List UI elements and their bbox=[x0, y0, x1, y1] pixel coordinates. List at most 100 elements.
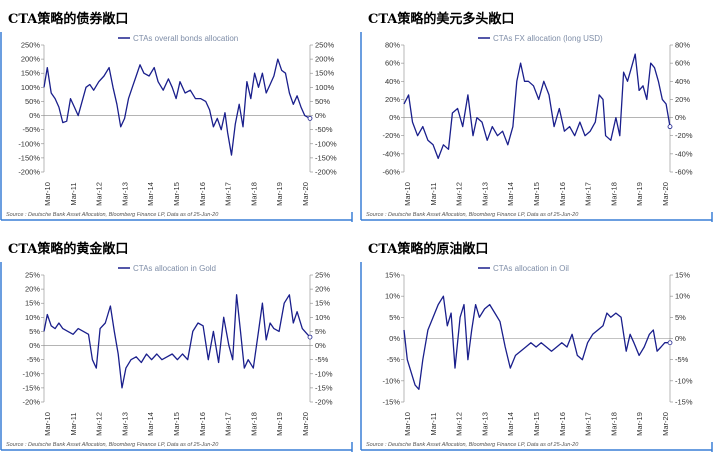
panel-title: CTA策略的原油敞口 bbox=[368, 242, 489, 257]
series-end-marker bbox=[307, 334, 313, 340]
y-tick-label-left: 60% bbox=[385, 59, 400, 68]
x-tick-label: Mar-16 bbox=[558, 182, 567, 206]
gold-panel: CTA策略的黄金敞口 CTAs allocation in Gold 25% 25%… bbox=[0, 230, 360, 461]
y-tick-label-left: 250% bbox=[21, 41, 41, 50]
x-tick-label: Mar-18 bbox=[609, 412, 618, 436]
x-tick-label: Mar-17 bbox=[584, 182, 593, 206]
y-tick-label-left: -50% bbox=[22, 125, 40, 134]
y-tick-label-right: -10% bbox=[315, 369, 333, 378]
panel-title: CTA策略的黄金敞口 bbox=[8, 242, 129, 257]
usd-panel: CTA策略的美元多头敞口 CTAs FX allocation (long US… bbox=[360, 0, 720, 230]
gold-chart: CTAs allocation in Gold 25% 25% 20% 20% 15% 15… bbox=[0, 262, 353, 452]
x-tick-label: Mar-20 bbox=[301, 182, 310, 206]
x-tick-label: Mar-18 bbox=[249, 412, 258, 436]
y-tick-label-left: -5% bbox=[27, 355, 41, 364]
y-tick-label-right: 150% bbox=[315, 69, 335, 78]
series-line bbox=[43, 58, 311, 156]
x-tick-label: Mar-10 bbox=[403, 182, 412, 206]
x-tick-label: Mar-12 bbox=[95, 412, 104, 436]
x-tick-label: Mar-19 bbox=[635, 412, 644, 436]
y-tick-label-right: -10% bbox=[675, 376, 693, 385]
x-tick-label: Mar-17 bbox=[224, 412, 233, 436]
y-tick-label-right: -5% bbox=[675, 355, 689, 364]
y-tick-label-left: 20% bbox=[25, 285, 40, 294]
source-note: Source : Deutsche Bank Asset Allocation,… bbox=[6, 212, 219, 218]
x-tick-label: Mar-13 bbox=[480, 182, 489, 206]
panel-title: CTA策略的债券敞口 bbox=[8, 12, 129, 27]
y-tick-label-right: 0% bbox=[315, 111, 326, 120]
y-tick-label-left: 5% bbox=[29, 327, 40, 336]
x-tick-label: Mar-10 bbox=[43, 182, 52, 206]
y-tick-label-left: 0% bbox=[29, 341, 40, 350]
y-tick-label-left: -20% bbox=[382, 131, 400, 140]
y-tick-label-left: 80% bbox=[385, 41, 400, 50]
source-note: Source : Deutsche Bank Asset Allocation,… bbox=[6, 442, 219, 448]
y-tick-label-left: -10% bbox=[382, 376, 400, 385]
x-tick-label: Mar-20 bbox=[661, 412, 670, 436]
oil-chart: CTAs allocation in Oil 15% 15% 10% 10% 5% 5% 0%… bbox=[360, 262, 713, 452]
panel-title: CTA策略的美元多头敞口 bbox=[368, 12, 515, 27]
y-tick-label-left: 0% bbox=[389, 334, 400, 343]
y-tick-label-left: -15% bbox=[22, 383, 40, 392]
y-tick-label-right: -150% bbox=[315, 153, 337, 162]
y-tick-label-right: 0% bbox=[675, 334, 686, 343]
y-tick-label-right: -100% bbox=[315, 139, 337, 148]
y-tick-label-left: -15% bbox=[382, 398, 400, 407]
series-line bbox=[43, 294, 311, 389]
x-tick-label: Mar-13 bbox=[120, 182, 129, 206]
x-tick-label: Mar-18 bbox=[249, 182, 258, 206]
y-tick-label-left: 40% bbox=[385, 77, 400, 86]
y-tick-label-left: 10% bbox=[385, 292, 400, 301]
x-tick-label: Mar-13 bbox=[120, 412, 129, 436]
x-tick-label: Mar-20 bbox=[301, 412, 310, 436]
y-tick-label-left: 200% bbox=[21, 55, 41, 64]
y-tick-label-left: 150% bbox=[21, 69, 41, 78]
x-tick-label: Mar-10 bbox=[403, 412, 412, 436]
y-tick-label-right: -5% bbox=[315, 355, 329, 364]
x-tick-label: Mar-15 bbox=[532, 412, 541, 436]
y-tick-label-right: 20% bbox=[315, 285, 330, 294]
y-tick-label-right: -20% bbox=[675, 131, 693, 140]
y-tick-label-right: 200% bbox=[315, 55, 335, 64]
y-tick-label-left: 50% bbox=[25, 97, 40, 106]
x-tick-label: Mar-17 bbox=[224, 182, 233, 206]
x-tick-label: Mar-10 bbox=[43, 412, 52, 436]
x-tick-label: Mar-15 bbox=[532, 182, 541, 206]
y-tick-label-right: 15% bbox=[315, 299, 330, 308]
y-tick-label-left: 100% bbox=[21, 83, 41, 92]
x-tick-label: Mar-14 bbox=[146, 182, 155, 206]
x-tick-label: Mar-15 bbox=[172, 182, 181, 206]
y-tick-label-right: -40% bbox=[675, 149, 693, 158]
y-tick-label-right: 5% bbox=[315, 327, 326, 336]
y-tick-label-left: -10% bbox=[22, 369, 40, 378]
y-tick-label-right: 25% bbox=[315, 271, 330, 280]
x-tick-label: Mar-14 bbox=[506, 182, 515, 206]
source-note: Source : Deutsche Bank Asset Allocation,… bbox=[366, 212, 579, 218]
y-tick-label-right: 80% bbox=[675, 41, 690, 50]
series-end-marker bbox=[667, 124, 673, 130]
y-tick-label-left: 15% bbox=[25, 299, 40, 308]
legend-label: CTAs FX allocation (long USD) bbox=[493, 34, 603, 43]
x-tick-label: Mar-11 bbox=[69, 412, 78, 435]
x-tick-label: Mar-16 bbox=[558, 412, 567, 436]
x-tick-label: Mar-13 bbox=[480, 412, 489, 436]
x-tick-label: Mar-16 bbox=[198, 182, 207, 206]
legend-label: CTAs allocation in Oil bbox=[493, 264, 569, 273]
x-tick-label: Mar-12 bbox=[455, 182, 464, 206]
x-tick-label: Mar-16 bbox=[198, 412, 207, 436]
x-tick-label: Mar-14 bbox=[146, 412, 155, 436]
y-tick-label-left: 10% bbox=[25, 313, 40, 322]
x-tick-label: Mar-17 bbox=[584, 412, 593, 436]
y-tick-label-right: 100% bbox=[315, 83, 335, 92]
y-tick-label-right: 15% bbox=[675, 271, 690, 280]
legend-label: CTAs allocation in Gold bbox=[133, 264, 216, 273]
x-tick-label: Mar-15 bbox=[172, 412, 181, 436]
y-tick-label-right: -15% bbox=[315, 383, 333, 392]
x-tick-label: Mar-14 bbox=[506, 412, 515, 436]
y-tick-label-right: 250% bbox=[315, 41, 335, 50]
y-tick-label-left: -200% bbox=[18, 168, 40, 177]
x-tick-label: Mar-19 bbox=[275, 412, 284, 436]
y-tick-label-left: -150% bbox=[18, 153, 40, 162]
series-line bbox=[403, 53, 671, 160]
source-note: Source : Deutsche Bank Asset Allocation,… bbox=[366, 442, 579, 448]
